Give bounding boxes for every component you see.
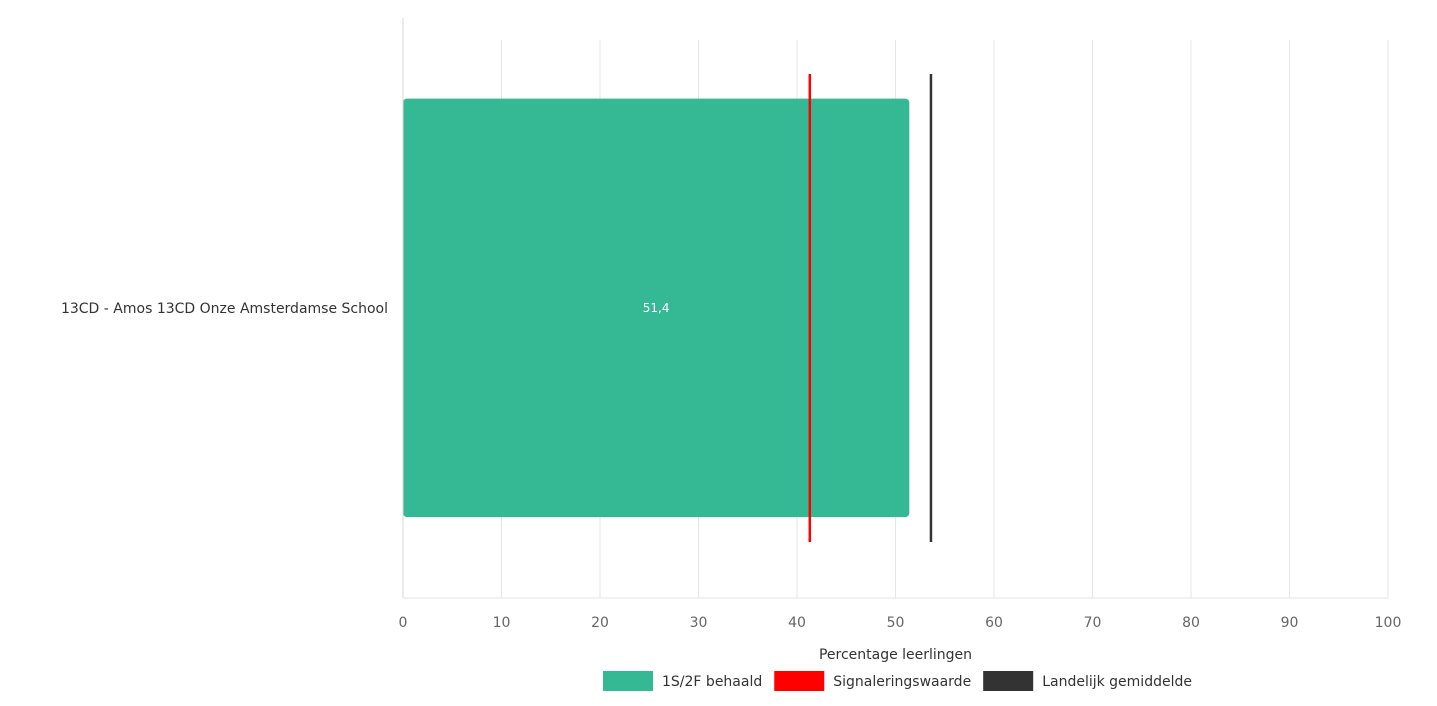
bar-0[interactable] (403, 98, 910, 518)
x-tick-label-80: 80 (1182, 615, 1200, 631)
legend-item-signaleringswaarde[interactable]: Signaleringswaarde (774, 671, 971, 691)
x-tick-labels: 0 10 20 30 40 50 60 70 80 90 100 (399, 615, 1402, 631)
x-tick-label-10: 10 (493, 615, 511, 631)
x-tick-label-30: 30 (690, 615, 708, 631)
legend-item-landelijk-gemiddelde[interactable]: Landelijk gemiddelde (983, 671, 1192, 691)
legend-label-1s-2f-behaald: 1S/2F behaald (662, 674, 762, 690)
x-tick-label-50: 50 (887, 615, 905, 631)
x-tick-label-70: 70 (1084, 615, 1102, 631)
legend-swatch-landelijk-gemiddelde (983, 671, 1034, 691)
bars: 51,4 (403, 98, 910, 518)
legend-swatch-signaleringswaarde (774, 671, 825, 691)
x-tick-label-40: 40 (788, 615, 806, 631)
x-axis-title: Percentage leerlingen (819, 647, 972, 663)
legend-label-landelijk-gemiddelde: Landelijk gemiddelde (1042, 674, 1192, 690)
axes (402, 18, 1388, 599)
x-tick-label-60: 60 (985, 615, 1003, 631)
x-tick-label-100: 100 (1375, 615, 1402, 631)
x-tick-label-20: 20 (591, 615, 609, 631)
legend: 1S/2F behaald Signaleringswaarde Landelijk… (603, 671, 1192, 691)
legend-label-signaleringswaarde: Signaleringswaarde (833, 674, 971, 690)
y-category-labels: 13CD - Amos 13CD Onze Amsterdamse School (61, 301, 388, 317)
x-tick-label-0: 0 (399, 615, 408, 631)
legend-item-1s-2f-behaald[interactable]: 1S/2F behaald (603, 671, 762, 691)
x-tick-label-90: 90 (1281, 615, 1299, 631)
reference-lines (808, 74, 933, 542)
bar-data-label-0: 51,4 (643, 301, 670, 315)
legend-swatch-1s-2f-behaald (603, 671, 654, 691)
category-label-0: 13CD - Amos 13CD Onze Amsterdamse School (61, 301, 388, 317)
